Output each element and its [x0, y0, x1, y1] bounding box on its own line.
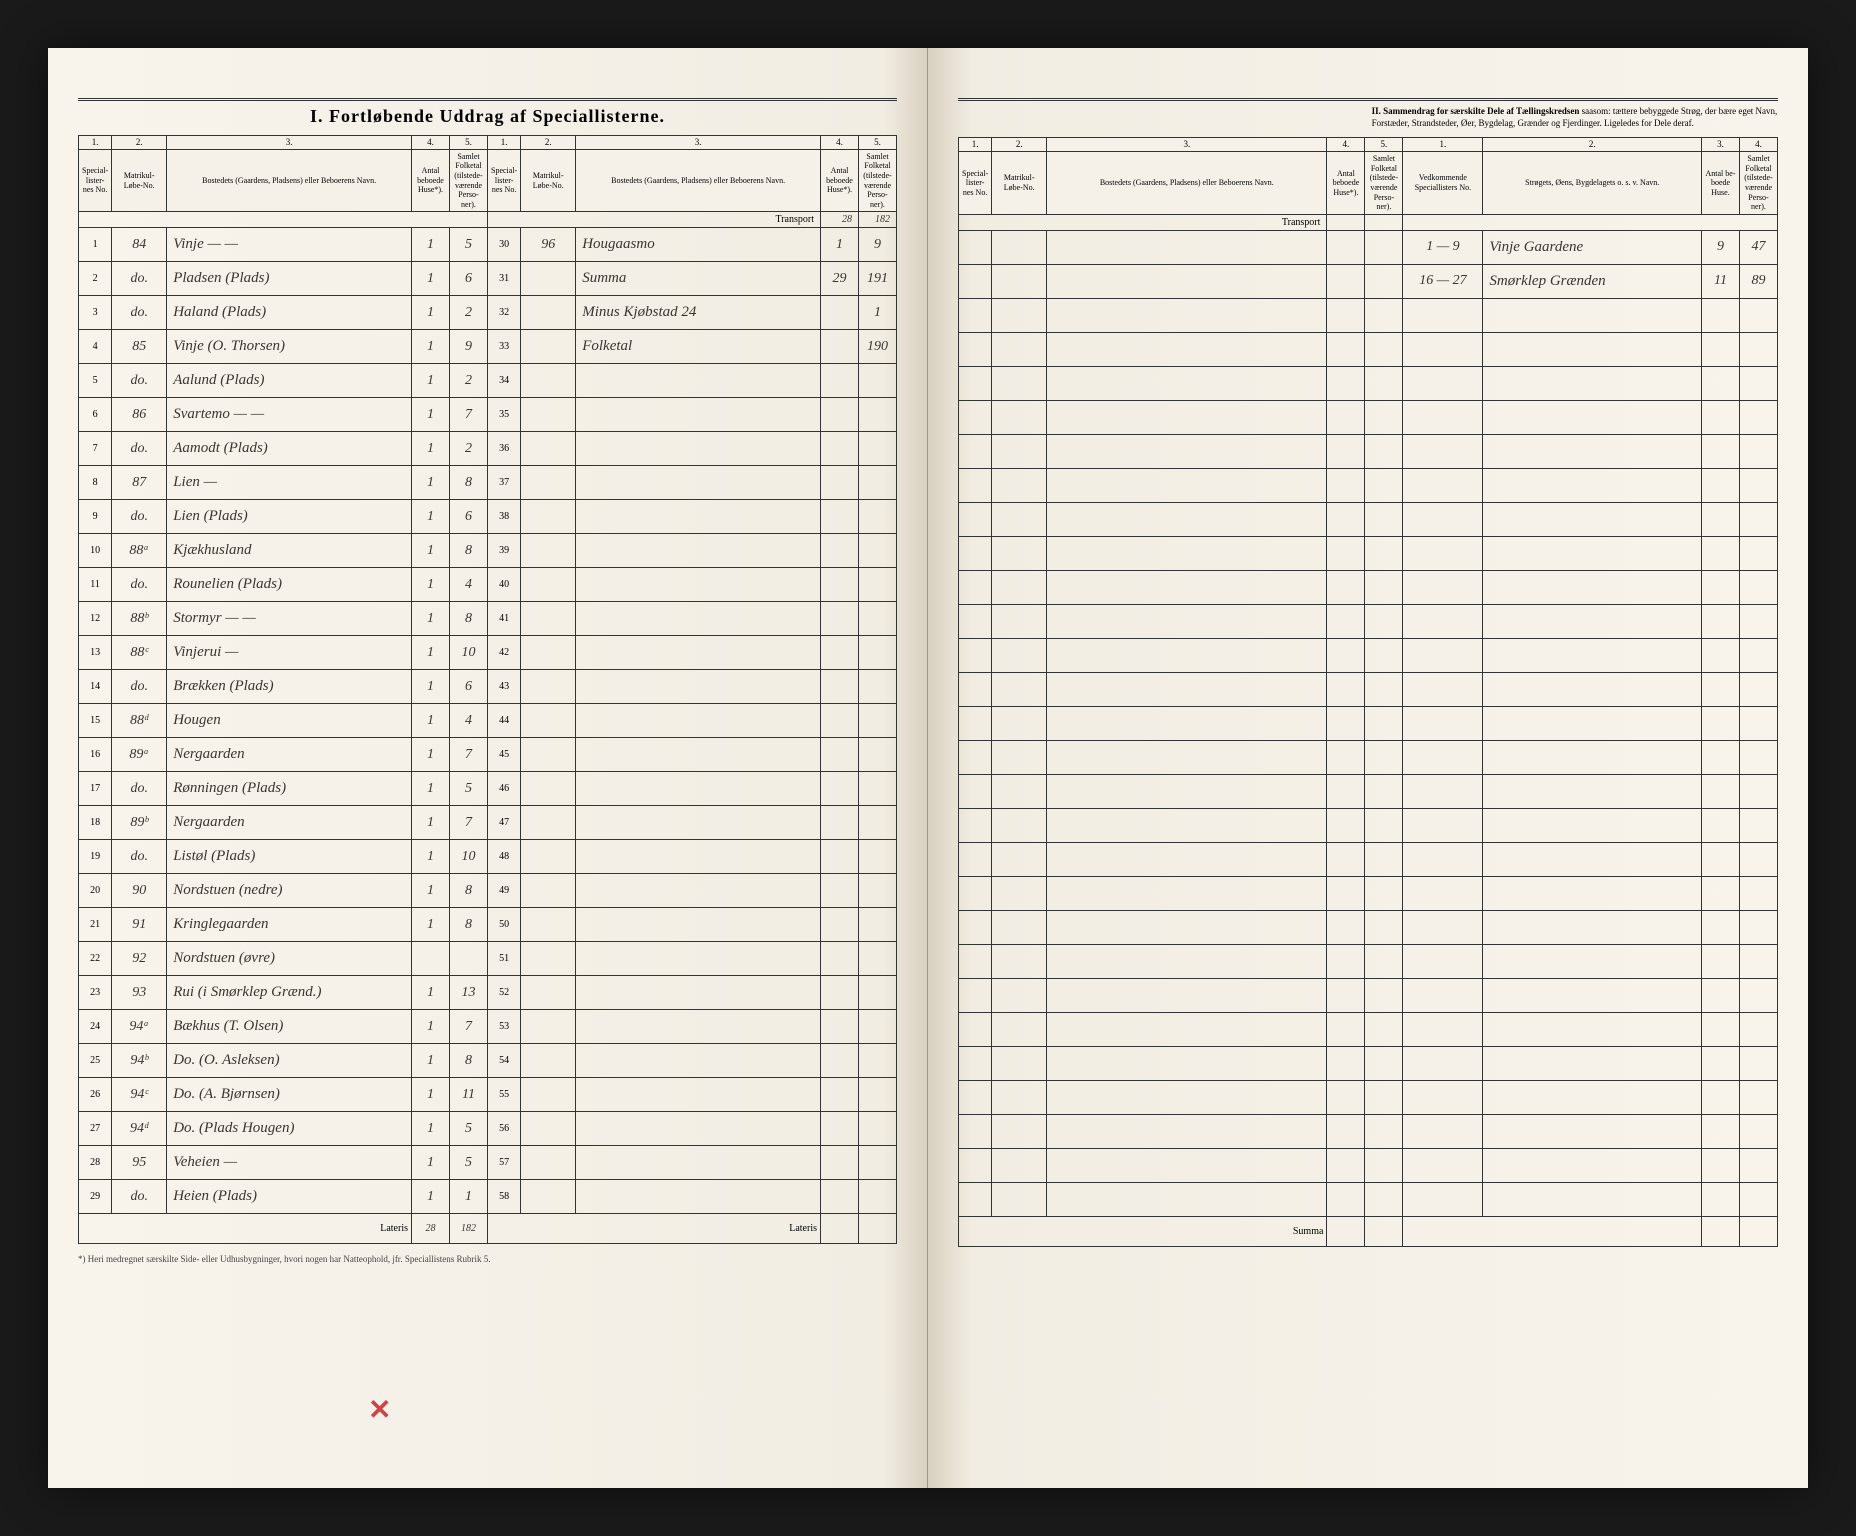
table-row: 29 do. Heien (Plads) 1 1 58: [79, 1180, 897, 1214]
hdr-r1: Vedkommende Speciallisters No.: [1403, 152, 1483, 215]
table-row: 18 89ᵇ Nergaarden 1 7 47: [79, 806, 897, 840]
table-row: [959, 672, 1778, 706]
table-row: 6 86 Svartemo — — 1 7 35: [79, 398, 897, 432]
hdr-c2: Matrikul-Løbe-No.: [112, 149, 167, 212]
table-row: [959, 502, 1778, 536]
table-row: [959, 400, 1778, 434]
table-row: 1 — 9 Vinje Gaardene 9 47: [959, 230, 1778, 264]
table-row: [959, 1114, 1778, 1148]
right-table: 1.2. 3.4. 5. 1. 2. 3. 4. Special-lister-…: [958, 137, 1778, 1246]
table-row: 26 94ᶜ Do. (A. Bjørnsen) 1 11 55: [79, 1078, 897, 1112]
table-row: 11 do. Rounelien (Plads) 1 4 40: [79, 568, 897, 602]
table-row: [959, 706, 1778, 740]
hdr-c2b: Matrikul-Løbe-No.: [521, 149, 576, 212]
red-cross-mark: ✕: [368, 1393, 391, 1426]
table-row: 14 do. Brækken (Plads) 1 6 43: [79, 670, 897, 704]
table-row: 3 do. Haland (Plads) 1 2 32 Minus Kjøbst…: [79, 296, 897, 330]
table-row: [959, 1148, 1778, 1182]
table-row: 10 88ᵃ Kjækhusland 1 8 39: [79, 534, 897, 568]
hdr-c4b: Antal beboede Huse*).: [821, 149, 859, 212]
table-row: 23 93 Rui (i Smørklep Grænd.) 1 13 52: [79, 976, 897, 1010]
table-row: [959, 1046, 1778, 1080]
hdr-c3: Bostedets (Gaardens, Pladsens) eller Beb…: [167, 149, 412, 212]
table-row: [959, 1080, 1778, 1114]
table-row: [959, 978, 1778, 1012]
table-row: [959, 366, 1778, 400]
table-row: 16 89ᵃ Nergaarden 1 7 45: [79, 738, 897, 772]
table-row: 16 — 27 Smørklep Grænden 11 89: [959, 264, 1778, 298]
table-row: 8 87 Lien — 1 8 37: [79, 466, 897, 500]
ledger-book: I. Fortløbende Uddrag af Speciallisterne…: [48, 48, 1808, 1488]
table-row: 28 95 Veheien — 1 5 57: [79, 1146, 897, 1180]
table-row: [959, 740, 1778, 774]
table-row: 21 91 Kringlegaarden 1 8 50: [79, 908, 897, 942]
right-page: II. Sammendrag for særskilte Dele af Tæl…: [928, 48, 1808, 1488]
footnote: *) Heri medregnet særskilte Side- eller …: [78, 1254, 897, 1264]
hdr-c4: Antal beboede Huse*).: [412, 149, 450, 212]
summa-row: Summa: [959, 1216, 1778, 1246]
hdr-c3b: Bostedets (Gaardens, Pladsens) eller Beb…: [576, 149, 821, 212]
table-row: 19 do. Listøl (Plads) 1 10 48: [79, 840, 897, 874]
left-page: I. Fortløbende Uddrag af Speciallisterne…: [48, 48, 928, 1488]
table-row: 4 85 Vinje (O. Thorsen) 1 9 33 Folketal …: [79, 330, 897, 364]
transport-row: Transport 28182: [79, 212, 897, 228]
table-row: [959, 910, 1778, 944]
table-row: [959, 298, 1778, 332]
table-row: [959, 944, 1778, 978]
table-row: [959, 638, 1778, 672]
table-row: 22 92 Nordstuen (øvre) 51: [79, 942, 897, 976]
lateris-row: Lateris 28182 Lateris: [79, 1214, 897, 1244]
hdr-r2: Strøgets, Øens, Bygdelagets o. s. v. Nav…: [1483, 152, 1702, 215]
table-row: [959, 434, 1778, 468]
table-row: [959, 1012, 1778, 1046]
table-row: [959, 774, 1778, 808]
table-row: 27 94ᵈ Do. (Plads Hougen) 1 5 56: [79, 1112, 897, 1146]
table-row: 1 84 Vinje — — 1 5 30 96 Hougaasmo 1 9: [79, 228, 897, 262]
hdr-c1b: Special-lister-nes No.: [488, 149, 521, 212]
table-row: [959, 468, 1778, 502]
table-row: 20 90 Nordstuen (nedre) 1 8 49: [79, 874, 897, 908]
hdr-c5: Samlet Folketal (tilstede-værende Perso-…: [450, 149, 488, 212]
left-table: 1.2. 3.4. 5. 1.2. 3.4. 5. Special-lister…: [78, 135, 897, 1244]
table-row: [959, 332, 1778, 366]
table-row: [959, 1182, 1778, 1216]
table-row: 2 do. Pladsen (Plads) 1 6 31 Summa 29 19…: [79, 262, 897, 296]
table-row: 7 do. Aamodt (Plads) 1 2 36: [79, 432, 897, 466]
transport-row-right: Transport: [959, 214, 1778, 230]
hdr-r3: Antal be-boede Huse.: [1702, 152, 1740, 215]
table-row: [959, 876, 1778, 910]
table-row: 13 88ᶜ Vinjerui — 1 10 42: [79, 636, 897, 670]
table-row: 5 do. Aalund (Plads) 1 2 34: [79, 364, 897, 398]
table-row: 15 88ᵈ Hougen 1 4 44: [79, 704, 897, 738]
table-row: 12 88ᵇ Stormyr — — 1 8 41: [79, 602, 897, 636]
hdr-c1: Special-lister-nes No.: [79, 149, 112, 212]
table-row: 17 do. Rønningen (Plads) 1 5 46: [79, 772, 897, 806]
table-row: [959, 570, 1778, 604]
hdr-r4: Samlet Folketal (tilstede-værende Perso-…: [1740, 152, 1778, 215]
table-row: 24 94ᵃ Bækhus (T. Olsen) 1 7 53: [79, 1010, 897, 1044]
table-row: [959, 536, 1778, 570]
table-row: [959, 604, 1778, 638]
table-row: [959, 842, 1778, 876]
section2-header: II. Sammendrag for særskilte Dele af Tæl…: [1372, 106, 1778, 129]
table-row: 9 do. Lien (Plads) 1 6 38: [79, 500, 897, 534]
table-row: 25 94ᵇ Do. (O. Asleksen) 1 8 54: [79, 1044, 897, 1078]
table-row: [959, 808, 1778, 842]
main-title: I. Fortløbende Uddrag af Speciallisterne…: [78, 106, 897, 127]
hdr-c5b: Samlet Folketal (tilstede-værende Perso-…: [859, 149, 897, 212]
